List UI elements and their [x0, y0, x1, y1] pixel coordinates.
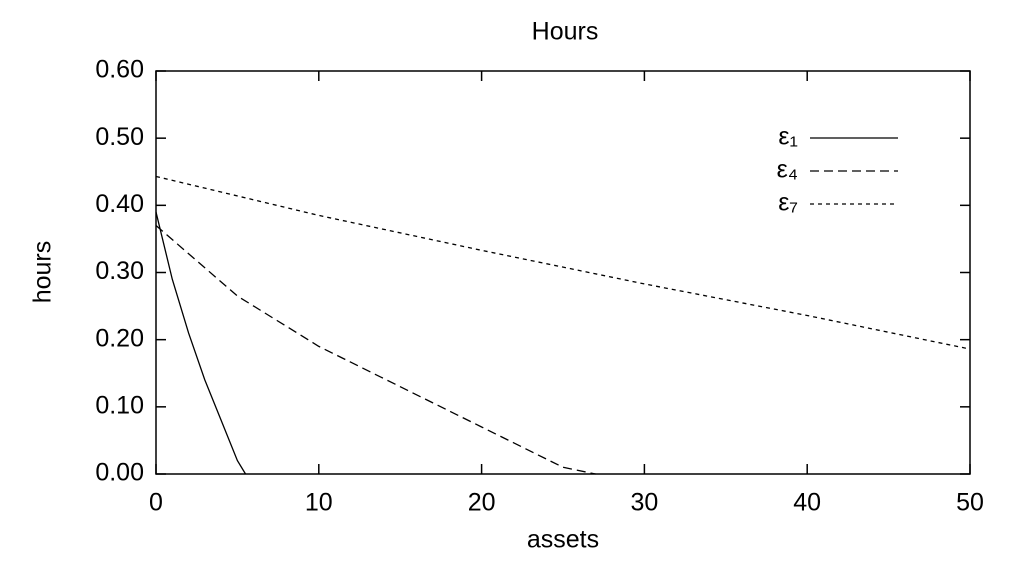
y-tick-label: 0.00	[95, 459, 144, 487]
legend-label: ε₄	[777, 156, 798, 184]
y-tick-label: 0.50	[95, 123, 144, 151]
legend-label: ε₇	[778, 189, 798, 217]
x-tick-label: 40	[793, 489, 821, 517]
chart-title: Hours	[532, 18, 599, 46]
x-tick-label: 20	[468, 489, 496, 517]
y-tick-label: 0.60	[95, 56, 144, 84]
y-tick-label: 0.10	[95, 391, 144, 419]
y-tick-label: 0.30	[95, 257, 144, 285]
series-line	[155, 224, 596, 475]
x-tick-label: 10	[305, 489, 333, 517]
y-axis-label: hours	[29, 241, 57, 304]
x-axis-label: assets	[527, 526, 599, 554]
x-tick-label: 30	[630, 489, 658, 517]
legend-label: ε₁	[778, 123, 798, 151]
x-tick-label: 50	[956, 489, 984, 517]
series-line	[155, 211, 247, 475]
x-tick-label: 0	[149, 489, 163, 517]
series-line	[155, 175, 971, 350]
y-tick-label: 0.20	[95, 324, 144, 352]
plot-frame	[155, 70, 971, 475]
y-tick-label: 0.40	[95, 190, 144, 218]
